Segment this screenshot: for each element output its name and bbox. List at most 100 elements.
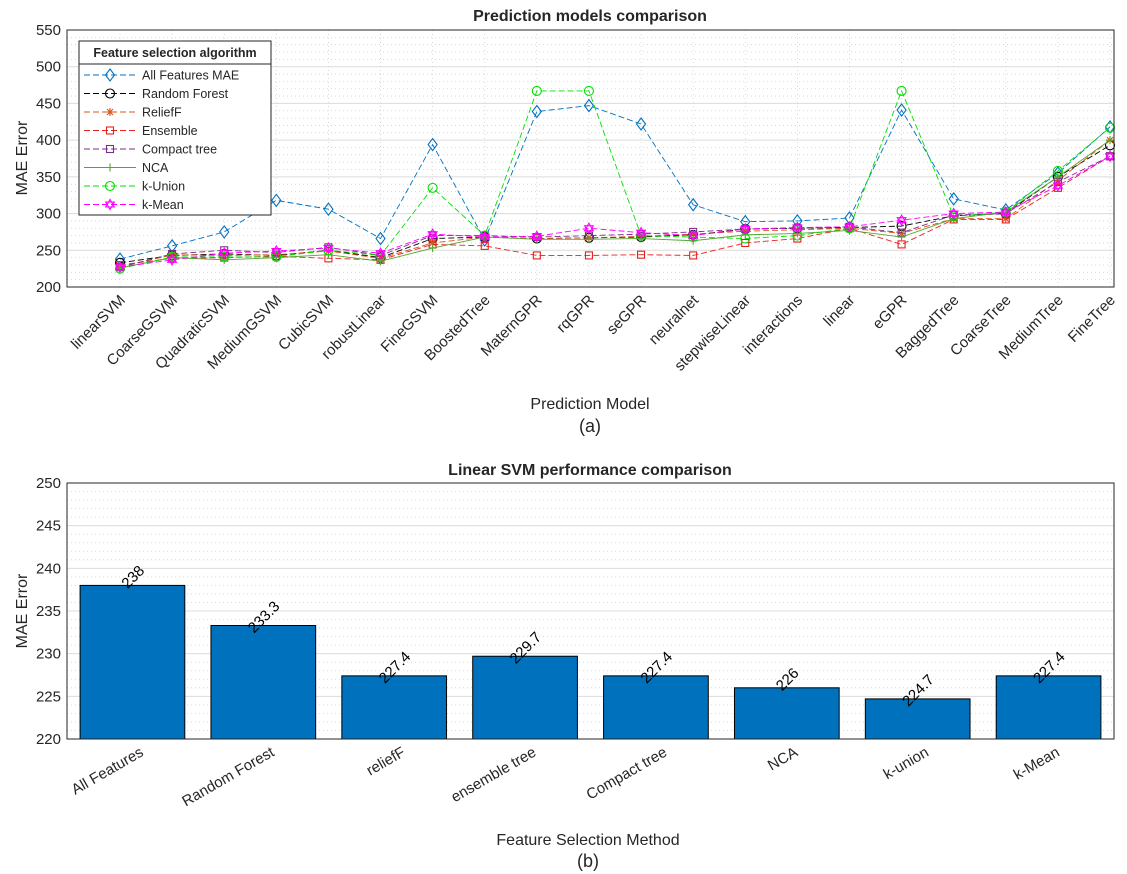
legend-label: All Features MAE — [142, 69, 239, 83]
y-tick-label: 250 — [36, 475, 61, 492]
data-point-tri-up — [583, 222, 595, 232]
y-tick-label: 230 — [36, 646, 61, 663]
data-point — [428, 238, 437, 247]
legend-item: Compact tree — [84, 143, 217, 157]
data-point — [896, 85, 907, 96]
x-axis-label: Prediction Model — [530, 396, 649, 413]
data-point — [1052, 165, 1063, 177]
x-tick-label: FineTree — [1065, 292, 1119, 346]
data-point — [427, 137, 438, 152]
legend-marker — [106, 163, 114, 172]
legend-items: All Features MAE Random Forest ReliefF Ense… — [84, 68, 239, 212]
x-tick-label: Compact tree — [583, 744, 669, 804]
series-line — [119, 155, 1111, 268]
data-point — [896, 214, 907, 227]
legend-label: k-Union — [142, 180, 185, 194]
data-point — [479, 230, 491, 244]
legend-marker — [104, 68, 116, 82]
data-point — [583, 98, 595, 113]
data-point-tri-down — [375, 250, 386, 260]
data-point — [1104, 120, 1116, 134]
data-point — [584, 251, 593, 260]
series-line — [119, 89, 1111, 270]
y-tick-label: 550 — [36, 22, 61, 39]
data-point — [532, 251, 541, 260]
data-point — [219, 225, 230, 239]
data-point — [323, 241, 334, 255]
legend: Feature selection algorithm All Features… — [78, 40, 272, 216]
legend-label: Random Forest — [142, 87, 229, 101]
legend-title: Feature selection algorithm — [93, 46, 256, 60]
y-tick-label: 235 — [36, 603, 61, 620]
data-point — [792, 230, 803, 241]
x-tick-labels: linearSVMCoarseGSVMQuadraticSVMMediumGSV… — [68, 291, 1119, 374]
legend-marker — [104, 88, 116, 99]
data-point — [1104, 150, 1116, 163]
y-tick-labels: 200 250 300 350 400 450 500 550 — [36, 22, 61, 296]
subcaption: (a) — [579, 416, 601, 436]
series-line — [119, 139, 1111, 269]
legend-marker — [104, 198, 116, 211]
data-point — [375, 231, 386, 246]
data-point — [323, 202, 334, 217]
data-point — [1106, 136, 1114, 145]
data-point — [635, 226, 647, 239]
data-point-tri-down — [271, 247, 282, 258]
data-point — [689, 251, 698, 260]
legend-label: k-Mean — [142, 198, 184, 212]
data-point-tri-down — [583, 225, 595, 235]
data-point-tri-down — [1104, 153, 1116, 163]
data-point — [635, 117, 647, 131]
y-tick-label: 300 — [36, 206, 61, 223]
data-point-tri-down — [739, 225, 751, 236]
data-point — [637, 250, 646, 259]
data-point-tri-down — [1052, 182, 1064, 192]
data-point — [427, 182, 438, 193]
data-point-tri-up — [271, 244, 282, 255]
x-tick-label: linear — [820, 292, 858, 330]
data-point-tri-down — [323, 245, 334, 255]
data-point — [271, 251, 282, 262]
data-point-tri-up — [114, 261, 126, 271]
bars-group — [79, 584, 1102, 740]
data-point-tri-down — [687, 232, 699, 242]
data-point-tri-up — [1052, 179, 1064, 189]
data-point — [218, 247, 230, 260]
data-point — [948, 207, 959, 220]
data-point-tri-up — [323, 241, 334, 252]
legend-marker — [105, 144, 115, 154]
data-point — [531, 85, 542, 96]
x-tick-label: seGPR — [604, 292, 650, 338]
data-point — [741, 238, 750, 247]
y-tick-label: 245 — [36, 518, 61, 535]
data-point — [897, 233, 906, 242]
data-point — [1001, 214, 1010, 223]
data-point — [271, 244, 282, 258]
series-k-mean — [114, 150, 1116, 274]
data-point-tri-up — [479, 230, 491, 241]
x-tick-label: Random Forest — [179, 743, 278, 810]
data-point — [896, 103, 907, 117]
legend-marker-tri-down — [104, 201, 116, 211]
legend-item: ReliefF — [84, 106, 182, 120]
legend-item: k-Union — [84, 180, 185, 194]
x-tick-label: rqGPR — [553, 292, 598, 337]
x-axis-label: Feature Selection Method — [496, 832, 679, 849]
data-point-tri-up — [531, 230, 543, 240]
series-line — [119, 155, 1111, 266]
data-point-tri-up — [166, 253, 178, 263]
data-point — [166, 253, 178, 266]
x-tick-label: All Features — [69, 744, 147, 799]
data-point-tri-up — [792, 221, 803, 231]
data-point — [375, 247, 386, 260]
subcaption: (b) — [577, 851, 599, 871]
data-point-tri-up — [687, 229, 699, 239]
y-tick-label: 225 — [36, 688, 61, 705]
data-point-tri-down — [114, 264, 126, 274]
bar — [603, 675, 709, 740]
legend-item: Ensemble — [84, 124, 198, 138]
data-point-tri-down — [218, 250, 230, 260]
data-point-tri-down — [792, 224, 803, 234]
data-point-tri-up — [635, 226, 647, 236]
